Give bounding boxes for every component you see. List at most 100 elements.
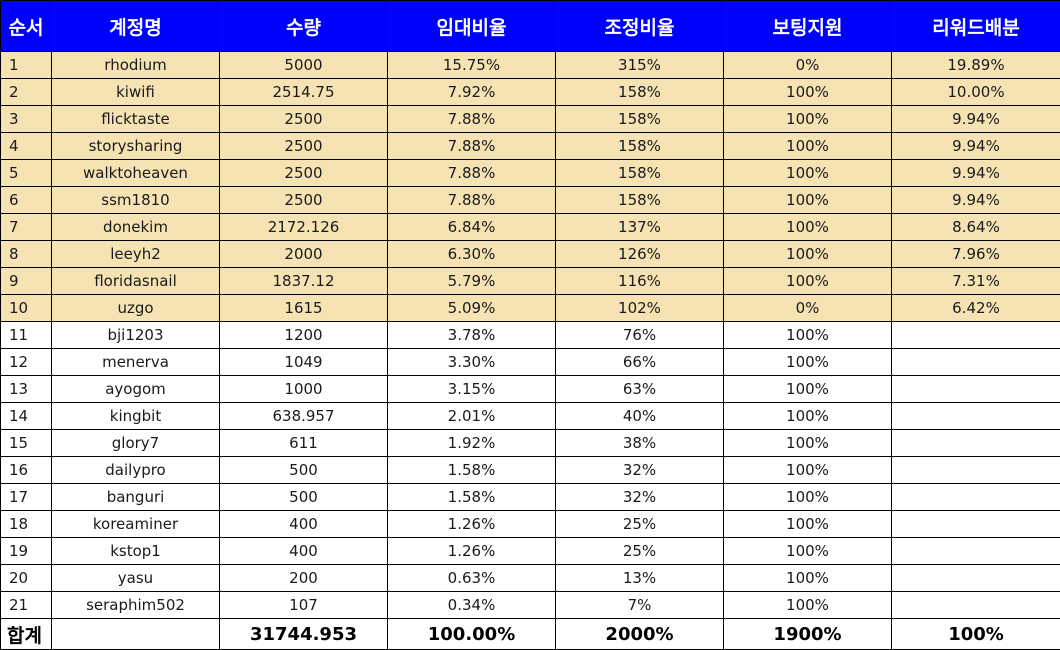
cell-voting-support: 100% <box>723 591 892 619</box>
header-row: 순서 계정명 수량 임대비율 조정비율 보팅지원 리워드배분 <box>0 0 1060 52</box>
cell-rental-ratio: 15.75% <box>387 51 556 79</box>
table-row: 5 walktoheaven 2500 7.88% 158% 100% 9.94% <box>0 159 1060 187</box>
header-reward-distribution: 리워드배분 <box>891 0 1060 52</box>
cell-voting-support: 0% <box>723 51 892 79</box>
cell-rental-ratio: 1.26% <box>387 537 556 565</box>
cell-order: 5 <box>0 159 52 187</box>
cell-adjusted-ratio: 32% <box>555 456 724 484</box>
cell-adjusted-ratio: 25% <box>555 537 724 565</box>
table-header: 순서 계정명 수량 임대비율 조정비율 보팅지원 리워드배분 <box>0 0 1060 52</box>
cell-order: 15 <box>0 429 52 457</box>
cell-rental-ratio: 7.88% <box>387 186 556 214</box>
cell-amount: 2172.126 <box>219 213 388 241</box>
table-row: 12 menerva 1049 3.30% 66% 100% <box>0 348 1060 376</box>
cell-adjusted-ratio: 158% <box>555 132 724 160</box>
cell-order: 13 <box>0 375 52 403</box>
table-row: 18 koreaminer 400 1.26% 25% 100% <box>0 510 1060 538</box>
cell-adjusted-ratio: 25% <box>555 510 724 538</box>
header-amount: 수량 <box>219 0 388 52</box>
cell-rental-ratio: 0.63% <box>387 564 556 592</box>
cell-rental-ratio: 7.88% <box>387 159 556 187</box>
table-row: 16 dailypro 500 1.58% 32% 100% <box>0 456 1060 484</box>
cell-reward-distribution <box>891 375 1060 403</box>
cell-reward-distribution: 9.94% <box>891 159 1060 187</box>
table-row: 9 floridasnail 1837.12 5.79% 116% 100% 7.31% <box>0 267 1060 295</box>
table-body: 1 rhodium 5000 15.75% 315% 0% 19.89% 2 kiwifi 251… <box>0 51 1060 619</box>
table-row: 10 uzgo 1615 5.09% 102% 0% 6.42% <box>0 294 1060 322</box>
table-row: 11 bji1203 1200 3.78% 76% 100% <box>0 321 1060 349</box>
cell-voting-support: 100% <box>723 348 892 376</box>
header-order: 순서 <box>0 0 52 52</box>
cell-adjusted-ratio: 158% <box>555 159 724 187</box>
table-row: 3 flicktaste 2500 7.88% 158% 100% 9.94% <box>0 105 1060 133</box>
cell-reward-distribution <box>891 429 1060 457</box>
cell-adjusted-ratio: 137% <box>555 213 724 241</box>
cell-voting-support: 100% <box>723 321 892 349</box>
table-row: 19 kstop1 400 1.26% 25% 100% <box>0 537 1060 565</box>
cell-amount: 611 <box>219 429 388 457</box>
cell-adjusted-ratio: 126% <box>555 240 724 268</box>
cell-order: 6 <box>0 186 52 214</box>
table-row: 8 leeyh2 2000 6.30% 126% 100% 7.96% <box>0 240 1060 268</box>
cell-account-name: leeyh2 <box>51 240 220 268</box>
cell-rental-ratio: 6.84% <box>387 213 556 241</box>
cell-order: 10 <box>0 294 52 322</box>
cell-amount: 1615 <box>219 294 388 322</box>
cell-amount: 500 <box>219 456 388 484</box>
cell-account-name: ssm1810 <box>51 186 220 214</box>
cell-order: 7 <box>0 213 52 241</box>
cell-reward-distribution <box>891 591 1060 619</box>
cell-account-name: ayogom <box>51 375 220 403</box>
cell-account-name: flicktaste <box>51 105 220 133</box>
cell-adjusted-ratio: 40% <box>555 402 724 430</box>
cell-account-name: kiwifi <box>51 78 220 106</box>
cell-order: 1 <box>0 51 52 79</box>
cell-order: 2 <box>0 78 52 106</box>
cell-voting-support: 100% <box>723 456 892 484</box>
cell-order: 16 <box>0 456 52 484</box>
cell-reward-distribution: 8.64% <box>891 213 1060 241</box>
cell-rental-ratio: 1.92% <box>387 429 556 457</box>
totals-voting-support: 1900% <box>723 618 892 650</box>
cell-rental-ratio: 7.88% <box>387 132 556 160</box>
cell-voting-support: 100% <box>723 375 892 403</box>
table-row: 20 yasu 200 0.63% 13% 100% <box>0 564 1060 592</box>
cell-amount: 1049 <box>219 348 388 376</box>
totals-row: 합계 31744.953 100.00% 2000% 1900% 100% <box>0 618 1060 650</box>
cell-reward-distribution: 7.96% <box>891 240 1060 268</box>
cell-adjusted-ratio: 13% <box>555 564 724 592</box>
totals-adjusted-ratio: 2000% <box>555 618 724 650</box>
cell-account-name: kingbit <box>51 402 220 430</box>
cell-amount: 500 <box>219 483 388 511</box>
cell-adjusted-ratio: 158% <box>555 105 724 133</box>
cell-order: 17 <box>0 483 52 511</box>
cell-rental-ratio: 1.58% <box>387 456 556 484</box>
cell-adjusted-ratio: 76% <box>555 321 724 349</box>
table-row: 4 storysharing 2500 7.88% 158% 100% 9.94% <box>0 132 1060 160</box>
cell-reward-distribution: 7.31% <box>891 267 1060 295</box>
totals-amount: 31744.953 <box>219 618 388 650</box>
cell-adjusted-ratio: 66% <box>555 348 724 376</box>
table-row: 17 banguri 500 1.58% 32% 100% <box>0 483 1060 511</box>
cell-amount: 400 <box>219 510 388 538</box>
cell-adjusted-ratio: 102% <box>555 294 724 322</box>
cell-reward-distribution <box>891 321 1060 349</box>
cell-rental-ratio: 7.92% <box>387 78 556 106</box>
cell-voting-support: 100% <box>723 186 892 214</box>
cell-account-name: donekim <box>51 213 220 241</box>
cell-amount: 107 <box>219 591 388 619</box>
cell-voting-support: 100% <box>723 510 892 538</box>
cell-account-name: floridasnail <box>51 267 220 295</box>
table-row: 7 donekim 2172.126 6.84% 137% 100% 8.64% <box>0 213 1060 241</box>
cell-rental-ratio: 2.01% <box>387 402 556 430</box>
cell-reward-distribution: 9.94% <box>891 186 1060 214</box>
cell-voting-support: 100% <box>723 429 892 457</box>
header-voting-support: 보팅지원 <box>723 0 892 52</box>
cell-rental-ratio: 6.30% <box>387 240 556 268</box>
cell-voting-support: 100% <box>723 537 892 565</box>
cell-reward-distribution <box>891 456 1060 484</box>
cell-rental-ratio: 7.88% <box>387 105 556 133</box>
header-account-name: 계정명 <box>51 0 220 52</box>
cell-voting-support: 100% <box>723 159 892 187</box>
